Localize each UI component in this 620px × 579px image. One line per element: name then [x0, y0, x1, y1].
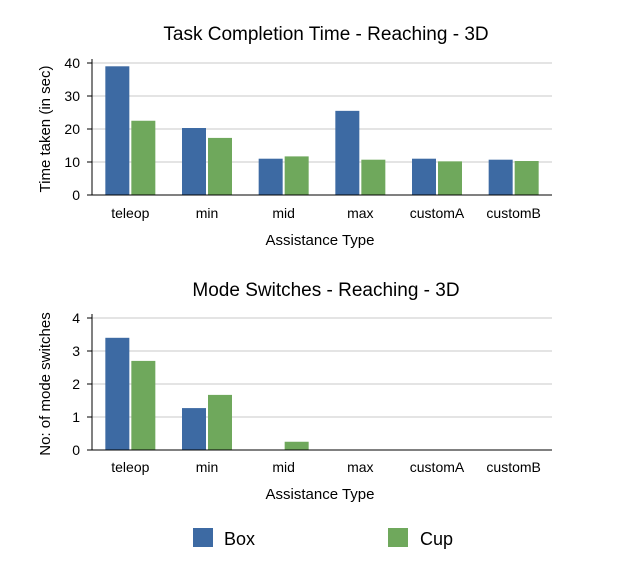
bar-box-min	[182, 408, 206, 450]
y-tick-label: 10	[64, 154, 80, 170]
y-tick-label: 0	[72, 187, 80, 203]
x-tick-label: max	[347, 205, 373, 221]
y-tick-label: 0	[72, 442, 80, 458]
x-tick-label: customB	[486, 205, 540, 221]
bar-cup-min	[208, 137, 232, 195]
bar-box-teleop	[105, 66, 130, 195]
chart-title: Task Completion Time - Reaching - 3D	[163, 24, 488, 45]
y-tick-label: 2	[72, 376, 80, 392]
bar-box-max	[335, 110, 360, 195]
bar-cup-min	[208, 394, 232, 450]
bar-box-teleop	[105, 337, 130, 450]
completion-time-chart: 0 10 20 30 40 teleop min mid max customA customB Ta…	[37, 24, 552, 249]
bar-box-customa	[412, 158, 436, 195]
legend: Box Cup	[193, 528, 453, 549]
bar-box-min	[182, 128, 206, 195]
x-tick-label: min	[196, 459, 219, 475]
x-tick-label: mid	[272, 205, 295, 221]
bar-cup-teleop	[131, 120, 156, 195]
y-tick-label: 1	[72, 409, 80, 425]
legend-swatch-box	[193, 528, 213, 547]
y-tick-label: 3	[72, 343, 80, 359]
y-tick-label: 40	[64, 55, 80, 71]
x-tick-label: mid	[272, 459, 295, 475]
bar-cup-customa	[438, 161, 462, 195]
x-tick-label: max	[347, 459, 373, 475]
x-tick-label: min	[196, 205, 219, 221]
x-axis-title: Assistance Type	[266, 232, 375, 249]
legend-label-box: Box	[224, 529, 255, 549]
x-tick-label: customB	[486, 459, 540, 475]
bar-cup-mid	[284, 156, 309, 195]
y-tick-label: 4	[72, 310, 80, 326]
x-tick-label: customA	[410, 205, 465, 221]
legend-label-cup: Cup	[420, 529, 453, 549]
bar-box-customb	[488, 159, 513, 195]
x-axis-title: Assistance Type	[266, 486, 375, 503]
y-tick-label: 30	[64, 88, 80, 104]
bar-box-mid	[258, 158, 283, 195]
x-tick-label: teleop	[111, 205, 149, 221]
y-tick-label: 20	[64, 121, 80, 137]
y-axis-title: No: of mode switches	[37, 312, 54, 455]
mode-switches-chart: 0 1 2 3 4 teleop min mid max customA customB Mode S…	[37, 280, 552, 503]
y-axis-title: Time taken (in sec)	[37, 66, 54, 193]
bar-cup-customb	[514, 161, 539, 195]
legend-swatch-cup	[388, 528, 408, 547]
bar-cup-mid	[284, 441, 309, 450]
bar-cup-teleop	[131, 360, 156, 450]
x-tick-label: customA	[410, 459, 465, 475]
bar-cup-max	[361, 159, 386, 195]
x-tick-label: teleop	[111, 459, 149, 475]
chart-title: Mode Switches - Reaching - 3D	[192, 280, 459, 301]
